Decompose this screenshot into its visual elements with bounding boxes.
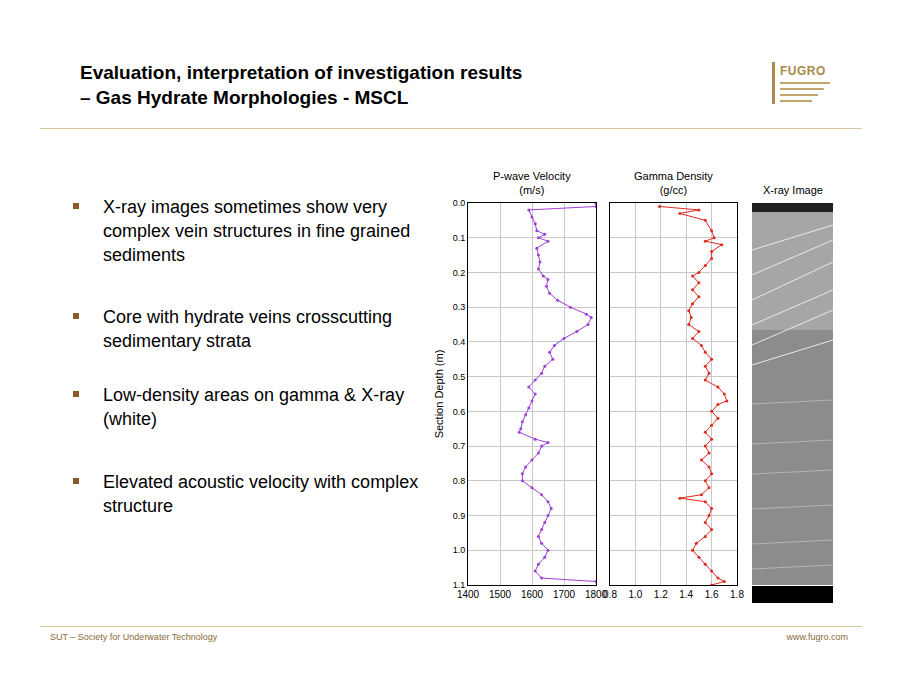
html-text:– Gas Hydrate Morphologies - M: – Gas Hydrate Morphologies - MSCL xyxy=(80,87,409,108)
svg-text:0.1: 0.1 xyxy=(453,233,466,243)
svg-text:1.0: 1.0 xyxy=(628,589,642,600)
svg-text:1.4: 1.4 xyxy=(679,589,693,600)
svg-text:0.7: 0.7 xyxy=(453,441,466,451)
svg-text:0.2: 0.2 xyxy=(453,268,466,278)
svg-text:1.1: 1.1 xyxy=(453,580,466,590)
svg-text:1400: 1400 xyxy=(457,589,480,600)
html-text:Core with hydrate veins crossc: Core with hydrate veins crosscutting sed… xyxy=(103,307,393,351)
svg-text:0.3: 0.3 xyxy=(453,302,466,312)
svg-text:1800: 1800 xyxy=(585,589,608,600)
html-text:Low-density areas on gamma & X: Low-density areas on gamma & X-ray (whit… xyxy=(103,385,405,429)
html-text:www.fugro.com: www.fugro.com xyxy=(786,632,848,642)
svg-text:Gamma Density(g/cc): Gamma Density(g/cc) xyxy=(634,170,713,196)
svg-text:1.8: 1.8 xyxy=(730,589,744,600)
html-text:X-ray images sometimes show ve: X-ray images sometimes show very complex… xyxy=(103,197,411,265)
svg-text:P-wave Velocity(m/s): P-wave Velocity(m/s) xyxy=(493,170,571,196)
html-text:FUGRO: FUGRO xyxy=(780,64,826,78)
svg-text:1700: 1700 xyxy=(553,589,576,600)
svg-text:1.2: 1.2 xyxy=(654,589,668,600)
svg-text:1600: 1600 xyxy=(521,589,544,600)
html-text:Evaluation, interpretation of: Evaluation, interpretation of investigat… xyxy=(80,62,523,83)
svg-text:1500: 1500 xyxy=(489,589,512,600)
html-text:SUT – Society for Underwater T: SUT – Society for Underwater Technology xyxy=(50,632,218,642)
svg-text:1.6: 1.6 xyxy=(705,589,719,600)
svg-text:0.0: 0.0 xyxy=(453,198,466,208)
svg-text:0.9: 0.9 xyxy=(453,511,466,521)
svg-text:0.5: 0.5 xyxy=(453,372,466,382)
svg-text:0.8: 0.8 xyxy=(453,476,466,486)
svg-text:X-ray Image: X-ray Image xyxy=(763,184,823,196)
svg-text:1.0: 1.0 xyxy=(453,545,466,555)
svg-text:Section Depth (m): Section Depth (m) xyxy=(433,350,445,439)
svg-text:0.4: 0.4 xyxy=(453,337,466,347)
svg-text:0.6: 0.6 xyxy=(453,407,466,417)
svg-text:0.8: 0.8 xyxy=(603,589,617,600)
html-text:Elevated acoustic velocity wit: Elevated acoustic velocity with complex … xyxy=(103,472,419,516)
